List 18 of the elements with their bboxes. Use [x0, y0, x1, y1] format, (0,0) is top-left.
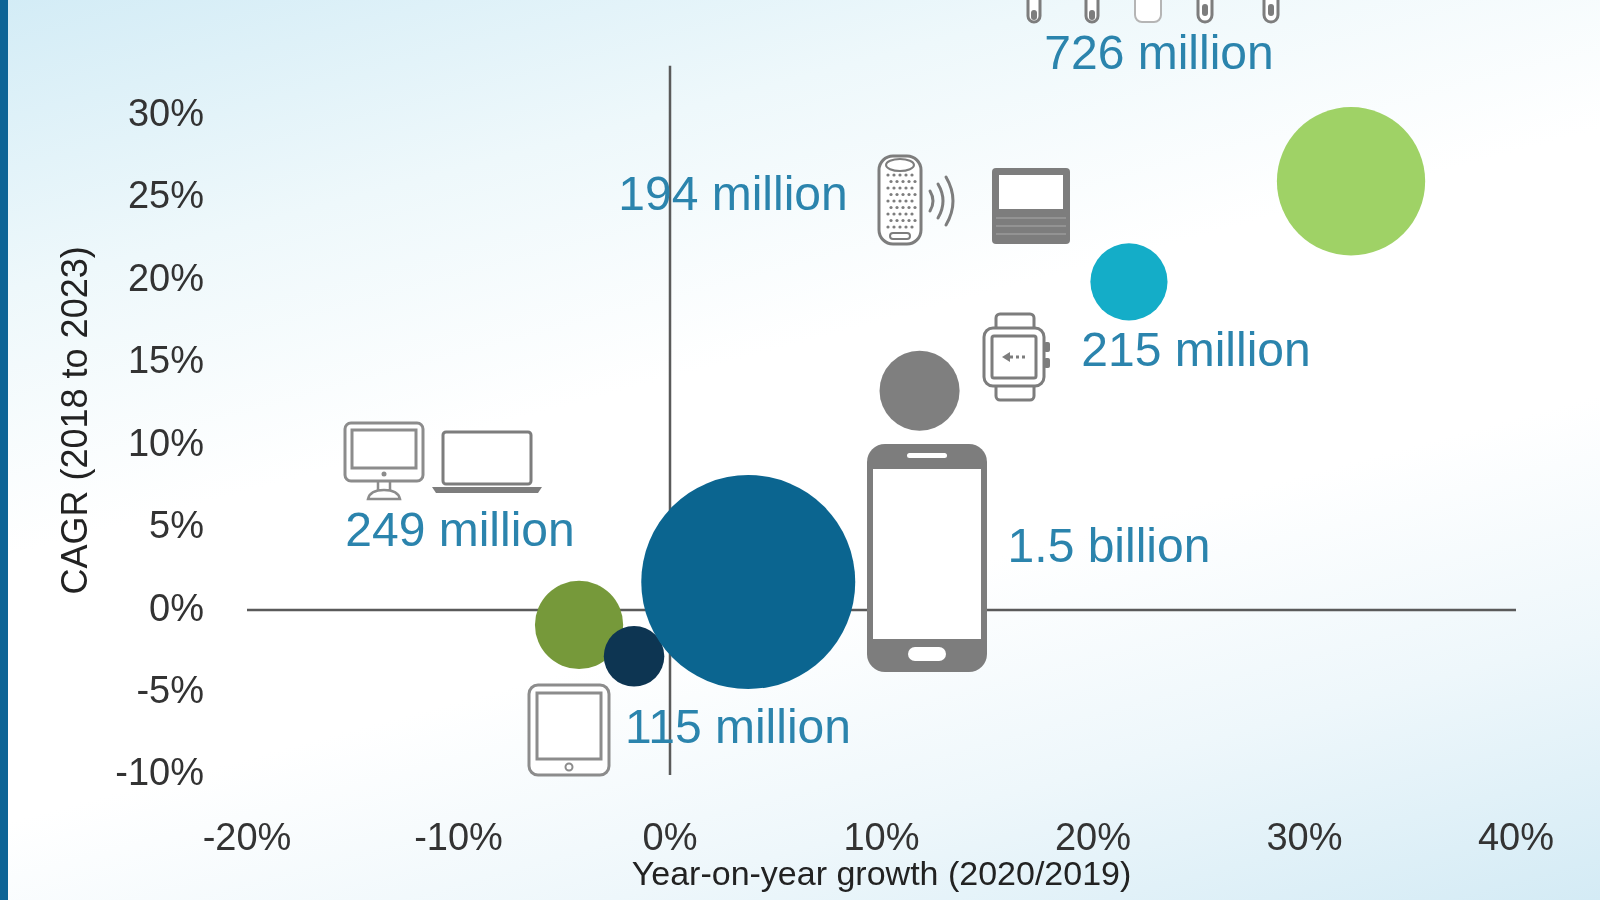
x-tick-label: 40% — [1477, 816, 1555, 859]
y-tick-label: 0% — [149, 586, 204, 629]
x-tick-label: -20% — [202, 816, 292, 859]
annotation: 1.5 billion — [1007, 519, 1211, 573]
y-tick-label: 10% — [127, 421, 204, 464]
annotation: 726 million — [1044, 26, 1274, 80]
x-tick-label: 30% — [1266, 816, 1343, 859]
y-tick-label: 15% — [127, 339, 204, 382]
annotation: 215 million — [1081, 323, 1311, 377]
y-tick-label: -10% — [115, 751, 204, 794]
x-tick-label: -10% — [414, 816, 503, 859]
y-tick-label: 30% — [127, 91, 204, 134]
y-tick-label: 25% — [127, 174, 204, 217]
annotation: 249 million — [345, 503, 575, 557]
y-tick-label: -5% — [136, 669, 204, 712]
y-axis-title: CAGR (2018 to 2023) — [53, 246, 95, 595]
y-tick-label: 5% — [149, 504, 204, 547]
y-tick-label: 20% — [127, 256, 204, 299]
